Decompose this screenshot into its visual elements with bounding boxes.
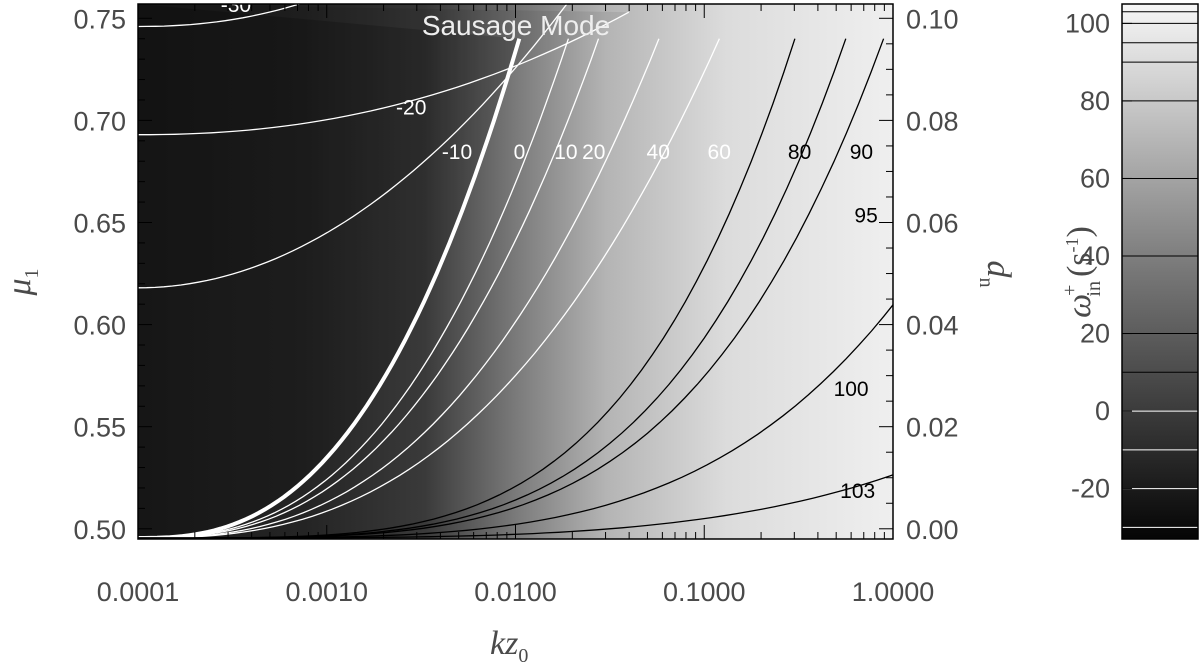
contour-fill--20 (138, 4, 629, 135)
x-axis-title-sub: 0 (518, 645, 528, 667)
colorbar-title-sup: + (1059, 285, 1081, 296)
colorbar-title: ω+ in (s-1) (1059, 226, 1105, 318)
y-right-tick-label: 0.10 (906, 4, 959, 34)
contour-label-10: 10 (554, 141, 577, 164)
colorbar-ticks: -20 0 20 40 60 80 100 (1065, 8, 1132, 504)
x-tick-label: 0.0001 (97, 577, 180, 607)
contour-label-40: 40 (647, 141, 670, 164)
contour-line--30 (138, 4, 302, 28)
x-tick-label: 0.0010 (285, 577, 368, 607)
contour-label-95: 95 (854, 205, 877, 228)
contour-line-103 (138, 474, 893, 539)
y-left-tick-label: 0.55 (73, 413, 126, 443)
contour-label-0: 0 (514, 141, 526, 164)
contour-line-60 (138, 38, 720, 539)
y-right-tick-label: 0.04 (906, 311, 959, 341)
axis-tick-labels: 0.0001 0.0010 0.0100 0.1000 1.00000.500.550.… (73, 4, 958, 607)
y-left-tick-label: 0.65 (73, 208, 126, 238)
colorbar-fill (1122, 4, 1198, 539)
contour-label-60: 60 (708, 141, 731, 164)
colorbar-title-unit: (s (1061, 252, 1098, 277)
colorbar-tick-label: 100 (1065, 8, 1110, 38)
y-right-axis-title-sub: n (975, 278, 997, 288)
colorbar-level-lines (1122, 11, 1198, 528)
colorbar-title-sub: in (1083, 281, 1105, 297)
colorbar-tick-label: 20 (1080, 319, 1110, 349)
x-axis-title-main: kz (490, 625, 518, 662)
y-right-tick-label: 0.02 (906, 413, 959, 443)
colorbar-tick-label: 0 (1095, 396, 1110, 426)
y-left-axis-title-sub: 1 (21, 268, 43, 278)
contour-label-20: 20 (582, 141, 605, 164)
axis-ticks (137, 4, 894, 539)
x-tick-label: 0.1000 (663, 577, 746, 607)
x-tick-label: 0.0100 (474, 577, 557, 607)
contour-label-90: 90 (850, 141, 873, 164)
contour-fill-0 (138, 4, 520, 538)
colorbar-tick-label: -20 (1071, 474, 1110, 504)
y-left-axis-title: μ1 (1, 268, 43, 296)
contour-label-100: 100 (834, 378, 869, 401)
contour-line--20 (138, 11, 630, 136)
y-right-tick-label: 0.00 (906, 515, 959, 545)
plot-background (138, 4, 893, 539)
colorbar-title-main: ω (1061, 294, 1098, 318)
y-left-tick-label: 0.50 (73, 515, 126, 545)
colorbar-tick-label: 40 (1080, 241, 1110, 271)
x-tick-label: 1.0000 (852, 577, 935, 607)
contour-label--10: -10 (442, 141, 472, 164)
contour-fill--30 (138, 4, 300, 27)
contour-fill--10 (138, 4, 567, 288)
contour-line--10 (138, 4, 568, 289)
colorbar-tick-label: 80 (1080, 86, 1110, 116)
svg-text:dn: dn (975, 261, 1017, 288)
y-left-tick-label: 0.75 (73, 4, 126, 34)
contour-fill-layer (138, 4, 629, 538)
y-right-tick-label: 0.06 (906, 208, 959, 238)
y-right-tick-label: 0.08 (906, 106, 959, 136)
svg-text:kz0: kz0 (490, 625, 528, 667)
contour-label--30: -30 (221, 0, 251, 17)
contour-lines (138, 4, 893, 539)
colorbar-title-unit-close: ) (1061, 226, 1098, 237)
x-axis-title: kz0 (490, 625, 528, 667)
y-left-axis-title-main: μ (1, 278, 38, 296)
y-right-axis-title-main: d (980, 261, 1017, 279)
y-left-tick-label: 0.70 (73, 106, 126, 136)
contour-line-10 (138, 38, 570, 539)
contour-line-40 (138, 38, 660, 539)
colorbar: -20 0 20 40 60 80 100 ω+ in (s-1) (1059, 3, 1199, 540)
colorbar-tick-label: 60 (1080, 163, 1110, 193)
contour-line-0 (138, 38, 522, 539)
colorbar-title-unit-sup: -1 (1062, 237, 1082, 252)
contour-label-103: 103 (840, 480, 875, 503)
contour-label--20: -20 (396, 96, 426, 119)
colorbar-frame (1121, 3, 1199, 540)
y-left-tick-label: 0.60 (73, 311, 126, 341)
y-right-axis-title: dn (975, 261, 1017, 288)
contour-labels: -30 -20 -10 0 10 20 40 60 80 90 95 100 103 (221, 0, 878, 503)
contour-line-20 (138, 38, 600, 539)
contour-label-80: 80 (788, 141, 811, 164)
svg-text:ω+in(s-1): ω+ in (s-1) (1059, 226, 1105, 318)
svg-text:μ1: μ1 (1, 268, 43, 296)
